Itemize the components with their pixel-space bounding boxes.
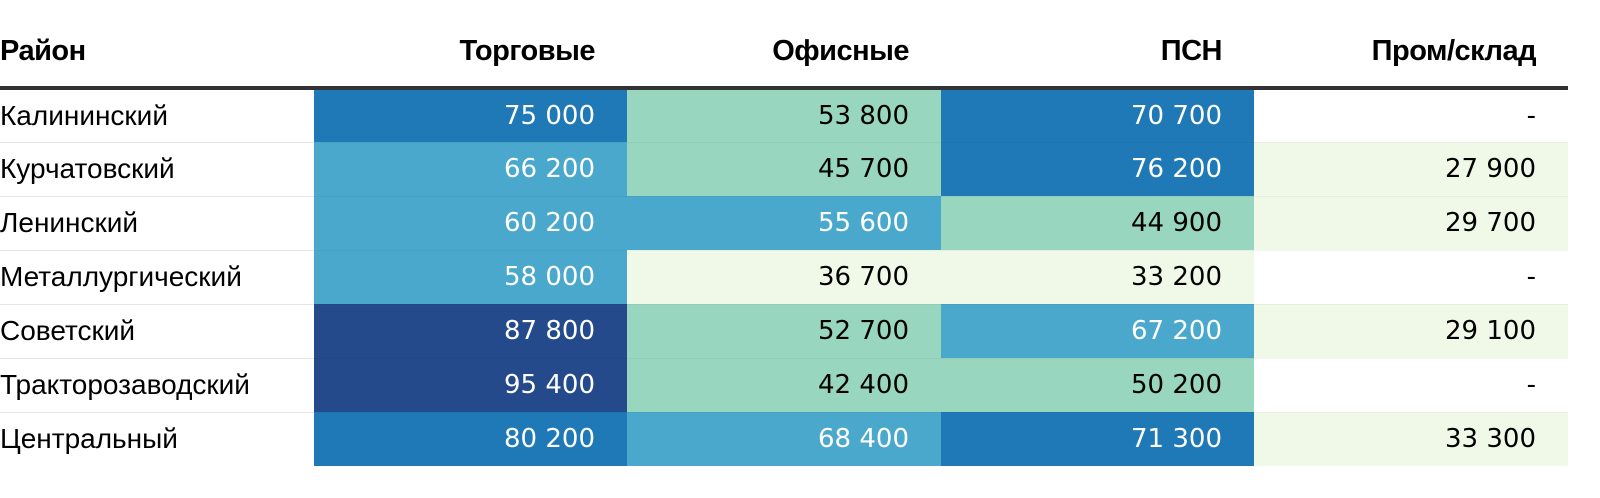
value-cell: 70 700: [941, 88, 1254, 143]
value-cell: 33 300: [1254, 412, 1568, 466]
heatmap-table: Район Торговые Офисные ПСН Пром/склад Ка…: [0, 0, 1568, 466]
district-name: Центральный: [0, 422, 178, 454]
value-cell: 44 900: [941, 196, 1254, 251]
value-cell: 76 200: [941, 142, 1254, 197]
district-name: Курчатовский: [0, 142, 314, 197]
column-header-industrial-warehouse[interactable]: Пром/склад: [1254, 0, 1568, 90]
table-row: Калининский 75 000 53 800 70 700-: [0, 88, 1568, 143]
table-row: Курчатовский 66 200 45 700 76 200 27 900: [0, 142, 1568, 197]
value-cell: 95 400: [314, 358, 627, 413]
value-cell: 67 200: [941, 304, 1254, 359]
column-header-district[interactable]: Район: [0, 0, 314, 90]
column-header-retail[interactable]: Торговые: [314, 0, 627, 90]
value-cell: 55 600: [627, 196, 941, 251]
heatmap-table-wrapper: Район Торговые Офисные ПСН Пром/склад Ка…: [0, 0, 1568, 466]
district-name: Советский: [0, 304, 314, 359]
column-header-psn[interactable]: ПСН: [941, 0, 1254, 90]
value-cell: 66 200: [314, 142, 627, 197]
value-cell: 87 800: [314, 304, 627, 359]
value-cell: 53 800: [627, 88, 941, 143]
value-cell: 71 300: [941, 412, 1254, 466]
value-cell: 60 200: [314, 196, 627, 251]
value-cell: -: [1254, 358, 1568, 413]
table-header: Район Торговые Офисные ПСН Пром/склад: [0, 0, 1568, 90]
value-cell: 36 700: [627, 250, 941, 305]
value-cell: 27 900: [1254, 142, 1568, 197]
value-cell: 29 100: [1254, 304, 1568, 359]
value-cell: 33 200: [941, 250, 1254, 305]
value-cell: -: [1254, 88, 1568, 143]
district-name: Металлургический: [0, 250, 314, 305]
value-cell: 50 200: [941, 358, 1254, 413]
table-body: Калининский 75 000 53 800 70 700- Курчатовск…: [0, 88, 1568, 466]
value-cell: 45 700: [627, 142, 941, 197]
value-cell: 68 400: [627, 412, 941, 466]
header-row: Район Торговые Офисные ПСН Пром/склад: [0, 0, 1568, 90]
table-row: Центральный 80 200 68 400 71 300 33 300: [0, 412, 1568, 466]
value-cell: 42 400: [627, 358, 941, 413]
district-name: Ленинский: [0, 196, 314, 251]
table-row: Ленинский 60 200 55 600 44 900 29 700: [0, 196, 1568, 251]
table-row: Металлургический 58 000 36 700 33 200-: [0, 250, 1568, 305]
district-name: Тракторозаводский: [0, 358, 314, 413]
value-cell: 80 200: [314, 412, 627, 466]
table-row: Советский 87 800 52 700 67 200 29 100: [0, 304, 1568, 359]
table-row: Тракторозаводский 95 400 42 400 50 200-: [0, 358, 1568, 413]
column-header-office[interactable]: Офисные: [627, 0, 941, 90]
district-name: Калининский: [0, 88, 314, 143]
value-cell: 52 700: [627, 304, 941, 359]
value-cell: -: [1254, 250, 1568, 305]
value-cell: 29 700: [1254, 196, 1568, 251]
value-cell: 75 000: [314, 88, 627, 143]
value-cell: 58 000: [314, 250, 627, 305]
